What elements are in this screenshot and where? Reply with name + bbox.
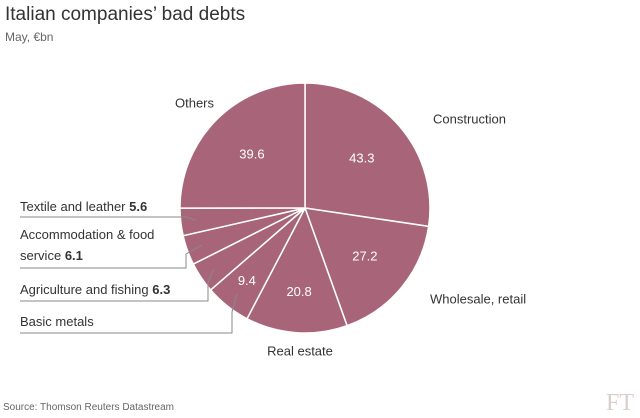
category-name: Basic metals xyxy=(20,314,94,329)
slice-label: Textile and leather 5.6 xyxy=(20,196,220,217)
leader-line xyxy=(20,294,238,334)
slice-label: Construction xyxy=(433,111,506,126)
chart-title: Italian companies’ bad debts xyxy=(5,4,246,25)
value-label: 6.1 xyxy=(64,248,83,263)
leader-line xyxy=(20,269,215,302)
leader-line xyxy=(20,216,196,221)
value-label: 39.6 xyxy=(239,146,264,161)
slice-label: Agriculture and fishing 6.3 xyxy=(20,279,220,300)
value-label: 5.6 xyxy=(129,199,148,214)
value-label: 9.4 xyxy=(238,273,256,288)
category-name: Textile and leather xyxy=(20,199,126,214)
pie-slice xyxy=(179,82,306,209)
pie-slice xyxy=(246,206,349,334)
slice-label: Wholesale, retail xyxy=(430,291,526,306)
slice-label: Basic metals xyxy=(20,311,220,332)
value-label: 27.2 xyxy=(352,249,377,264)
category-name: Agriculture and fishing xyxy=(20,282,149,297)
slice-label: Others xyxy=(175,95,215,110)
category-name: Accommodation & food service xyxy=(20,227,155,263)
leader-line xyxy=(20,244,202,269)
chart-subtitle: May, €bn xyxy=(5,30,54,44)
pie-slice xyxy=(304,82,431,228)
pie-slice xyxy=(303,207,430,327)
slice-label: Real estate xyxy=(267,343,333,358)
value-label: 20.8 xyxy=(286,284,311,299)
slice-label: Accommodation & food service 6.1 xyxy=(20,224,165,266)
value-label: 6.3 xyxy=(152,282,171,297)
logo: FT xyxy=(605,390,634,416)
value-label: 43.3 xyxy=(349,150,374,165)
source-note: Source: Thomson Reuters Datastream xyxy=(3,402,175,413)
